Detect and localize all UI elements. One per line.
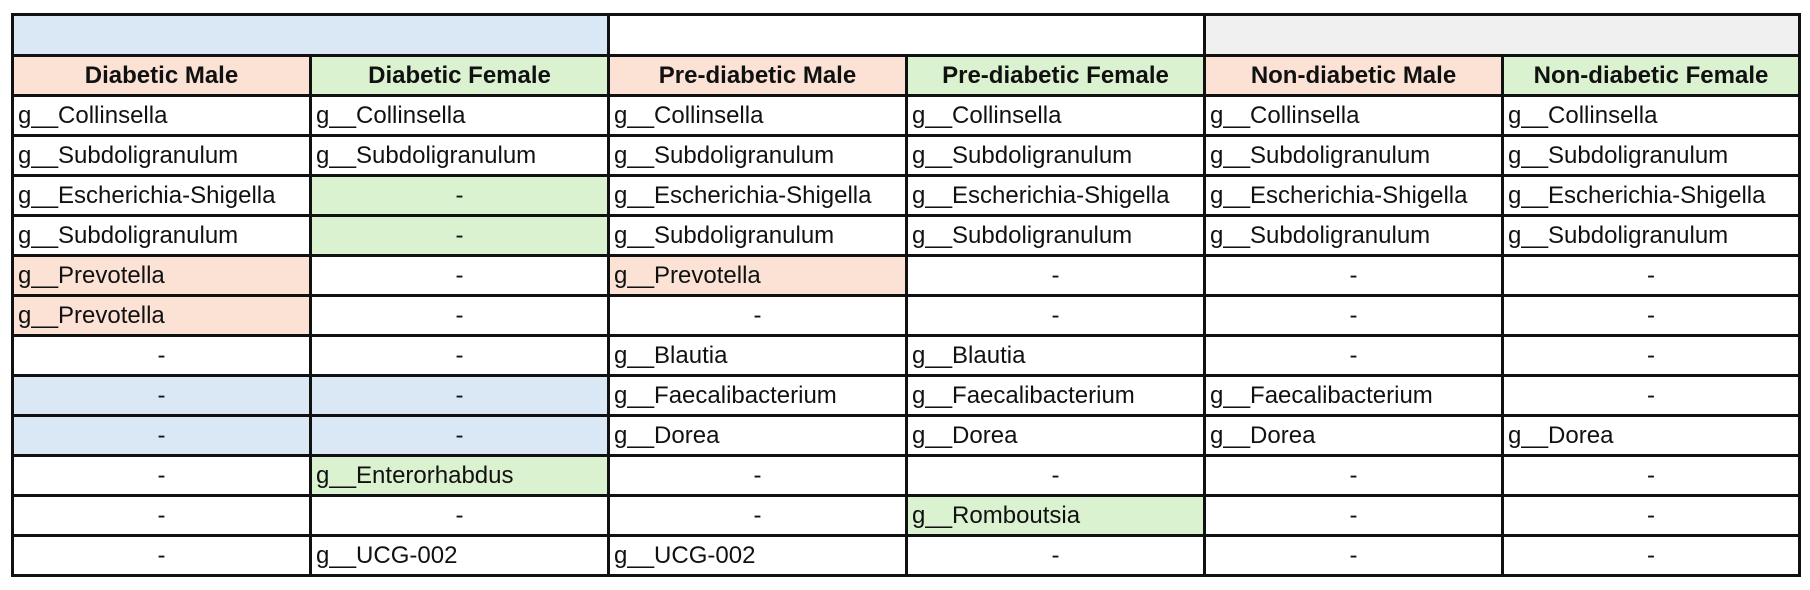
table-cell: - xyxy=(1501,334,1801,377)
table-cell: g__Subdoligranulum xyxy=(1203,134,1504,177)
table-row: g__Prevotella - - - - - xyxy=(11,294,1801,337)
table-cell: - xyxy=(1203,454,1504,497)
table-cell: - xyxy=(309,174,610,217)
table-cell: g__Enterorhabdus xyxy=(309,454,610,497)
table-cell: g__Blautia xyxy=(905,334,1206,377)
group-band-row xyxy=(11,13,1801,57)
table-cell: g__Escherichia-Shigella xyxy=(905,174,1206,217)
table-cell: g__Collinsella xyxy=(905,94,1206,137)
table-cell: g__Subdoligranulum xyxy=(905,214,1206,257)
table-cell: - xyxy=(1203,334,1504,377)
table-cell: g__Subdoligranulum xyxy=(11,214,312,257)
table-row: - - g__Blautia g__Blautia - - xyxy=(11,334,1801,377)
table-cell: g__Subdoligranulum xyxy=(11,134,312,177)
table-row: - g__Enterorhabdus - - - - xyxy=(11,454,1801,497)
table-cell: - xyxy=(607,294,908,337)
table-row: g__Prevotella - g__Prevotella - - - xyxy=(11,254,1801,297)
table-cell: - xyxy=(1501,254,1801,297)
table-cell: g__Collinsella xyxy=(309,94,610,137)
table-cell: - xyxy=(1203,254,1504,297)
table-row: g__Subdoligranulum g__Subdoligranulum g__S… xyxy=(11,134,1801,177)
table-cell: g__Subdoligranulum xyxy=(607,134,908,177)
table-row: - - - g__Romboutsia - - xyxy=(11,494,1801,537)
table-cell: g__Collinsella xyxy=(1501,94,1801,137)
table-cell: - xyxy=(309,374,610,417)
table-cell: g__Faecalibacterium xyxy=(905,374,1206,417)
group-band-1 xyxy=(11,13,610,57)
table-cell: g__UCG-002 xyxy=(309,534,610,577)
table-cell: g__Subdoligranulum xyxy=(1501,214,1801,257)
table-cell: g__Subdoligranulum xyxy=(905,134,1206,177)
table-cell: - xyxy=(607,454,908,497)
table-cell: g__Dorea xyxy=(1501,414,1801,457)
table-cell: - xyxy=(309,254,610,297)
table-cell: - xyxy=(1501,374,1801,417)
table-cell: - xyxy=(11,374,312,417)
column-header-diabetic-male: Diabetic Male xyxy=(11,54,312,97)
table-row: g__Escherichia-Shigella - g__Escherichia-S… xyxy=(11,174,1801,217)
table-cell: - xyxy=(11,454,312,497)
group-band-2 xyxy=(607,13,1206,57)
column-header-pre-diabetic-male: Pre-diabetic Male xyxy=(607,54,908,97)
table-cell: g__Blautia xyxy=(607,334,908,377)
table-cell: - xyxy=(1203,534,1504,577)
table-cell: - xyxy=(1203,294,1504,337)
table-cell: g__UCG-002 xyxy=(607,534,908,577)
table-cell: g__Romboutsia xyxy=(905,494,1206,537)
table-cell: g__Escherichia-Shigella xyxy=(11,174,312,217)
table-row: - - g__Faecalibacterium g__Faecalibacterium… xyxy=(11,374,1801,417)
table-row: g__Collinsella g__Collinsella g__Collinsel… xyxy=(11,94,1801,137)
column-header-non-diabetic-female: Non-diabetic Female xyxy=(1501,54,1801,97)
table-cell: - xyxy=(309,334,610,377)
table-cell: - xyxy=(1203,494,1504,537)
table-cell: - xyxy=(309,414,610,457)
table-cell: - xyxy=(11,534,312,577)
table-cell: g__Subdoligranulum xyxy=(607,214,908,257)
table-cell: - xyxy=(905,534,1206,577)
table-cell: g__Prevotella xyxy=(11,294,312,337)
group-band-3 xyxy=(1203,13,1801,57)
table-cell: g__Escherichia-Shigella xyxy=(1501,174,1801,217)
column-header-pre-diabetic-female: Pre-diabetic Female xyxy=(905,54,1206,97)
table-cell: - xyxy=(1501,294,1801,337)
table-cell: g__Dorea xyxy=(1203,414,1504,457)
table-cell: g__Dorea xyxy=(607,414,908,457)
table-cell: - xyxy=(309,494,610,537)
table-cell: g__Faecalibacterium xyxy=(1203,374,1504,417)
table-row: g__Subdoligranulum - g__Subdoligranulum g__… xyxy=(11,214,1801,257)
table-cell: - xyxy=(905,454,1206,497)
table-cell: - xyxy=(11,414,312,457)
table-cell: - xyxy=(309,214,610,257)
table-cell: g__Subdoligranulum xyxy=(309,134,610,177)
table-cell: - xyxy=(607,494,908,537)
table-cell: - xyxy=(309,294,610,337)
table-cell: - xyxy=(905,254,1206,297)
genus-comparison-table: Diabetic Male Diabetic Female Pre-diabetic… xyxy=(11,13,1801,577)
table-cell: - xyxy=(1501,494,1801,537)
table-cell: - xyxy=(1501,454,1801,497)
table-cell: g__Prevotella xyxy=(11,254,312,297)
table-cell: g__Dorea xyxy=(905,414,1206,457)
table-cell: g__Escherichia-Shigella xyxy=(1203,174,1504,217)
table-cell: - xyxy=(11,334,312,377)
table-cell: - xyxy=(11,494,312,537)
column-header-row: Diabetic Male Diabetic Female Pre-diabetic… xyxy=(11,54,1801,97)
table-cell: g__Subdoligranulum xyxy=(1501,134,1801,177)
table-cell: g__Collinsella xyxy=(607,94,908,137)
table-cell: g__Collinsella xyxy=(11,94,312,137)
table-cell: - xyxy=(1501,534,1801,577)
table-cell: g__Faecalibacterium xyxy=(607,374,908,417)
table-cell: g__Subdoligranulum xyxy=(1203,214,1504,257)
column-header-non-diabetic-male: Non-diabetic Male xyxy=(1203,54,1504,97)
table-cell: g__Escherichia-Shigella xyxy=(607,174,908,217)
column-header-diabetic-female: Diabetic Female xyxy=(309,54,610,97)
table-row: - g__UCG-002 g__UCG-002- - - xyxy=(11,534,1801,577)
table-cell: - xyxy=(905,294,1206,337)
table-row: - - g__Dorea g__Dorea g__Dorea g__Dorea xyxy=(11,414,1801,457)
table-cell: g__Prevotella xyxy=(607,254,908,297)
table-cell: g__Collinsella xyxy=(1203,94,1504,137)
